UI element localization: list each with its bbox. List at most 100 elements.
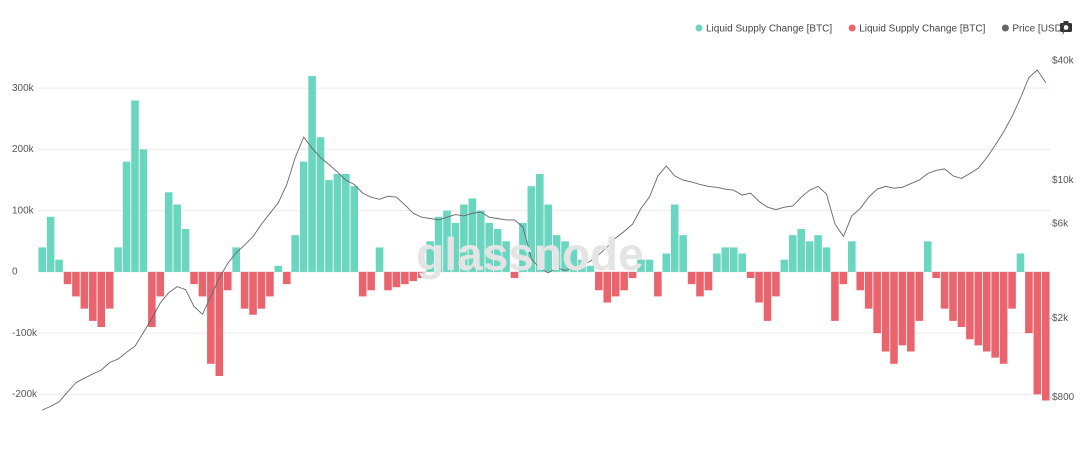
bar bbox=[105, 271, 114, 309]
bar bbox=[215, 271, 224, 377]
y-tick-label: -100k bbox=[12, 328, 38, 339]
bar bbox=[417, 271, 426, 279]
bar bbox=[392, 271, 401, 288]
bar bbox=[679, 235, 687, 272]
bar bbox=[434, 216, 443, 272]
bar bbox=[982, 271, 991, 352]
bar bbox=[611, 271, 620, 297]
bar bbox=[670, 204, 679, 272]
bar bbox=[72, 271, 80, 297]
legend-label: Price [USD] bbox=[1012, 24, 1064, 35]
bar bbox=[148, 271, 156, 328]
bar bbox=[620, 271, 628, 291]
bar bbox=[746, 271, 755, 279]
bar bbox=[274, 265, 283, 272]
bar bbox=[476, 210, 485, 272]
bar bbox=[333, 173, 342, 272]
bar bbox=[595, 271, 603, 291]
bar bbox=[696, 271, 704, 297]
bar bbox=[645, 259, 654, 272]
bar bbox=[358, 271, 367, 297]
y-tick-label: -200k bbox=[12, 389, 38, 400]
bar bbox=[426, 241, 434, 272]
bar bbox=[780, 259, 789, 272]
bar bbox=[628, 271, 637, 279]
bar bbox=[367, 271, 375, 291]
bar bbox=[890, 271, 898, 364]
bar bbox=[1008, 271, 1016, 309]
bar bbox=[114, 247, 122, 272]
bar bbox=[949, 271, 957, 321]
bar bbox=[662, 253, 671, 272]
y-tick-label: 0 bbox=[12, 267, 18, 278]
bar bbox=[38, 247, 47, 272]
bar bbox=[384, 271, 392, 291]
bar bbox=[519, 222, 527, 272]
bar bbox=[485, 222, 493, 272]
bar bbox=[755, 271, 763, 303]
bar bbox=[308, 75, 316, 272]
y-tick-label: 100k bbox=[12, 205, 35, 216]
y2-tick-label: $6k bbox=[1052, 219, 1069, 230]
bar bbox=[839, 271, 848, 285]
bar bbox=[493, 229, 502, 272]
bar bbox=[316, 137, 325, 272]
bar bbox=[856, 271, 865, 291]
bar bbox=[1025, 271, 1033, 334]
bar bbox=[923, 241, 932, 272]
bar bbox=[409, 271, 418, 282]
y2-tick-label: $10k bbox=[1052, 175, 1075, 186]
bar bbox=[502, 241, 510, 272]
bar bbox=[240, 271, 249, 309]
bar bbox=[468, 198, 477, 272]
bar bbox=[738, 253, 746, 272]
bar bbox=[266, 271, 274, 297]
legend-label: Liquid Supply Change [BTC] bbox=[706, 24, 832, 35]
watermark: glassnode bbox=[416, 228, 644, 280]
bar bbox=[788, 235, 797, 272]
y2-tick-label: $2k bbox=[1052, 313, 1069, 324]
bar bbox=[772, 271, 780, 297]
bar bbox=[299, 161, 308, 272]
bar bbox=[223, 271, 232, 291]
y2-tick-label: $40k bbox=[1052, 56, 1075, 67]
bar bbox=[881, 271, 890, 352]
bar bbox=[1016, 253, 1025, 272]
bar bbox=[207, 271, 215, 364]
bar bbox=[443, 210, 451, 272]
bar bbox=[63, 271, 72, 285]
bar bbox=[569, 247, 578, 272]
bar bbox=[898, 271, 907, 346]
bar bbox=[864, 271, 873, 309]
bar bbox=[55, 259, 63, 272]
y2-tick-label: $800 bbox=[1052, 392, 1075, 403]
price-line bbox=[42, 69, 1047, 411]
camera-icon[interactable] bbox=[1060, 21, 1072, 32]
bar bbox=[687, 271, 696, 285]
legend-label: Liquid Supply Change [BTC] bbox=[859, 24, 985, 35]
bar bbox=[173, 204, 181, 272]
bar bbox=[156, 271, 165, 297]
legend-swatch bbox=[848, 24, 856, 32]
bar bbox=[586, 265, 595, 272]
bar bbox=[401, 271, 409, 285]
bar bbox=[181, 229, 190, 272]
bar bbox=[814, 235, 822, 272]
bar bbox=[139, 149, 148, 272]
y-tick-label: 200k bbox=[12, 144, 35, 155]
bar bbox=[46, 216, 55, 272]
bar bbox=[991, 271, 999, 358]
bar bbox=[907, 271, 915, 352]
legend-swatch bbox=[1001, 24, 1009, 32]
bar bbox=[131, 100, 139, 272]
bar bbox=[721, 247, 730, 272]
bar bbox=[932, 271, 940, 279]
bar bbox=[966, 271, 974, 340]
bar bbox=[257, 271, 266, 309]
bar bbox=[451, 222, 460, 272]
bar bbox=[915, 271, 924, 321]
bar bbox=[831, 271, 839, 321]
bar bbox=[797, 229, 806, 272]
bar bbox=[974, 271, 983, 346]
